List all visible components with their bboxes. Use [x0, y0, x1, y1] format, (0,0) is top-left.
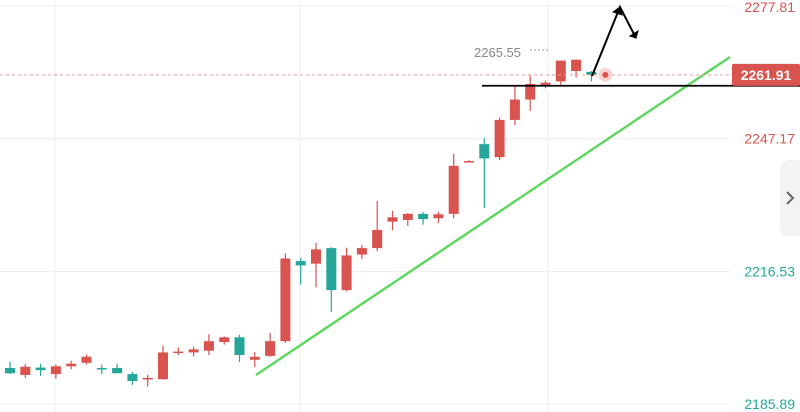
candle-body [295, 261, 306, 266]
candle-body [127, 374, 138, 382]
candle-body [265, 341, 276, 356]
candle-body [234, 337, 245, 356]
candle [540, 80, 551, 89]
candle [219, 336, 230, 345]
current-price-label: 2261.91 [741, 67, 792, 83]
high-marker-label: 2265.55 [474, 45, 521, 60]
chevron-right-icon [786, 191, 795, 205]
y-tick-label: 2216.53 [744, 263, 795, 279]
candle [35, 363, 46, 376]
candle-body [5, 368, 15, 374]
candle-body [448, 165, 459, 214]
candle [311, 242, 321, 288]
candle-body [356, 248, 367, 255]
candle-body [66, 363, 77, 367]
candle [280, 253, 291, 343]
y-tick-label: 2247.17 [744, 131, 795, 147]
candle-body [586, 71, 597, 75]
high-marker: 2265.55 [474, 45, 548, 60]
trendline[interactable] [255, 56, 731, 376]
candle-body [509, 99, 520, 120]
candle [265, 332, 276, 357]
candle [402, 213, 413, 226]
candle [479, 138, 490, 208]
candle [81, 354, 92, 365]
candle [464, 160, 474, 163]
candle [173, 347, 184, 356]
y-tick-label: 2185.89 [744, 396, 795, 412]
drawings [255, 4, 800, 376]
candle-body [571, 59, 582, 71]
candle-body [433, 214, 444, 219]
candle [188, 346, 199, 357]
y-tick-label: 2277.81 [744, 0, 795, 15]
candle [5, 361, 15, 375]
candle [448, 153, 459, 219]
arrow-head-icon [611, 6, 623, 16]
candle [142, 374, 153, 387]
candle-body [280, 258, 291, 342]
candle [20, 364, 31, 378]
candle [341, 247, 352, 292]
candle-body [464, 161, 474, 163]
candle-body [525, 83, 536, 100]
candle [158, 345, 168, 380]
candle-body [142, 377, 153, 380]
candle-body [494, 119, 505, 158]
candle [387, 210, 398, 231]
candle [66, 360, 77, 370]
candle-body [112, 368, 123, 374]
candle [433, 211, 444, 223]
candle-body [173, 351, 184, 354]
candle-body [540, 82, 551, 85]
candle [249, 351, 260, 368]
candle-body [188, 349, 199, 353]
candle [555, 60, 566, 86]
candle [372, 200, 383, 252]
current-price-tag: 2261.91 [732, 63, 800, 86]
grid-lines [0, 0, 730, 412]
forecast-arrow[interactable] [591, 4, 637, 77]
candle [203, 334, 214, 356]
candle-body [81, 356, 92, 363]
candle-body [372, 229, 383, 249]
candle-body [387, 217, 398, 222]
candle [525, 75, 536, 111]
candle-body [555, 60, 566, 82]
candle-body [341, 255, 352, 291]
candle-body [158, 352, 168, 380]
candle [50, 364, 61, 379]
candles [5, 59, 597, 387]
candle [494, 117, 505, 161]
candle-body [326, 248, 337, 291]
candle [112, 363, 123, 374]
current-price [0, 67, 730, 82]
candle [234, 334, 245, 362]
y-axis: 2277.81 2247.17 2216.53 2185.89 [744, 0, 795, 412]
candle-body [402, 213, 413, 220]
candle-body [35, 367, 46, 371]
scroll-right-button[interactable] [780, 160, 800, 236]
candle [326, 247, 337, 312]
candle [96, 364, 107, 375]
candle-body [96, 368, 107, 370]
candle [586, 70, 597, 82]
candle-body [311, 249, 321, 264]
pulse-dot-core [602, 71, 609, 78]
candle-body [479, 144, 490, 159]
candle-body [20, 366, 31, 375]
candle-body [219, 337, 230, 343]
candle-body [418, 213, 429, 220]
candle [509, 86, 520, 126]
candle-body [50, 366, 61, 375]
candle [356, 245, 367, 259]
candle-body [249, 356, 260, 360]
candle [418, 212, 429, 225]
arrow-head-icon [628, 29, 639, 39]
candle [295, 258, 306, 285]
candle [127, 371, 138, 385]
candle-body [203, 341, 214, 351]
